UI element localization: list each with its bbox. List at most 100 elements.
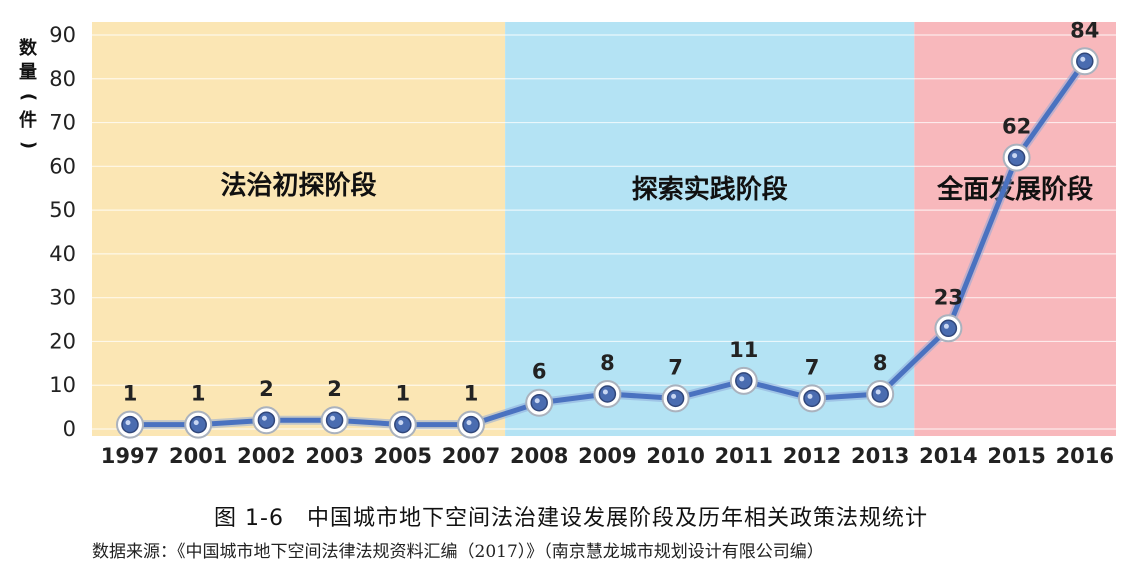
data-point-core [325,411,344,429]
data-point-core [121,415,139,434]
data-point-core [598,385,617,403]
data-label: 1 [464,382,479,406]
data-point [1002,143,1031,172]
data-point-core [394,415,412,434]
y-tick-label: 20 [49,329,76,353]
x-tick-label: 2015 [987,444,1045,468]
data-point-highlight [398,420,404,426]
y-tick-label: 70 [49,111,76,135]
data-label: 1 [123,382,138,406]
y-tick-label: 0 [63,417,76,441]
data-point-highlight [466,420,472,426]
x-tick-label: 2007 [442,444,500,468]
x-tick-label: 2011 [715,444,773,468]
y-tick-label: 60 [49,154,76,178]
data-label: 6 [532,360,547,384]
x-tick-label: 1997 [101,444,159,468]
y-axis-label: 数量 ( 件) [18,37,39,149]
phase-band [914,22,1116,436]
line-chart: 0 10 20 30 40 50 60 70 80 90 数量 (件) 法治初探阶段 探索实践阶段 全面… [18,18,1116,468]
data-source-note: 数据来源：《中国城市地下空间法律法规资料汇编（2017）》（南京慧龙城市规划设计… [92,542,824,562]
data-point-highlight [1012,153,1018,159]
x-tick-label: 2009 [578,444,636,468]
x-tick-label: 2003 [305,444,363,468]
y-tick-label: 40 [49,242,76,266]
data-label: 11 [729,338,758,362]
data-point [320,406,349,435]
x-tick-label: 2014 [919,444,977,468]
data-point-highlight [943,323,949,329]
data-point-core [735,372,753,390]
data-point-highlight [671,393,677,399]
data-point-highlight [807,393,813,399]
data-point [934,314,963,343]
data-point-core [462,415,480,434]
y-tick-label: 90 [49,23,76,47]
data-point [661,384,690,413]
y-axis-label-char: ) [18,141,39,149]
data-point-highlight [602,389,608,395]
data-point-core [257,411,276,429]
phase-band [505,22,915,436]
x-tick-label: 2013 [851,444,909,468]
data-label: 1 [395,382,410,406]
x-tick-label: 2002 [237,444,295,468]
data-label: 7 [668,355,683,379]
data-point-highlight [261,415,267,421]
data-point-highlight [1080,56,1086,62]
data-point-highlight [534,398,540,404]
data-point [866,379,895,408]
y-tick-label: 50 [49,198,76,222]
phase-label: 法治初探阶段 [221,170,377,201]
data-label: 8 [600,351,615,375]
data-point-highlight [875,389,881,395]
data-point-core [1076,52,1094,71]
data-label: 7 [805,355,820,379]
x-tick-label: 2001 [169,444,227,468]
y-tick-label: 80 [49,67,76,91]
data-label: 2 [259,377,274,401]
y-axis-label-char: 件 [19,109,37,131]
data-point [525,388,554,417]
data-point [116,410,144,439]
phase-bands [92,22,1116,436]
data-label: 84 [1070,18,1099,42]
data-point [457,410,485,439]
phase-labels: 法治初探阶段 探索实践阶段 全面发展阶段 [221,170,1094,205]
y-axis-label-char: 数 [19,37,38,59]
x-tick-label: 2005 [374,444,432,468]
data-label: 8 [873,351,888,375]
data-point [593,379,622,408]
data-point-highlight [125,420,131,426]
phase-band [92,22,506,436]
y-axis-label-char: 量 [19,61,37,83]
grid-lines [92,34,1116,430]
data-label: 1 [191,382,206,406]
data-point-core [871,385,889,403]
y-tick-label: 10 [49,373,76,397]
figure-caption: 图 1-6 中国城市地下空间法治建设发展阶段及历年相关政策法规统计 [214,506,928,531]
data-point-core [530,393,548,412]
x-tick-label: 2010 [646,444,704,468]
data-point [729,366,758,395]
data-point [388,410,417,439]
data-point-core [939,319,958,338]
y-axis: 0 10 20 30 40 50 60 70 80 90 [49,23,76,441]
phase-label: 探索实践阶段 [632,174,788,205]
x-tick-label: 2016 [1056,444,1114,468]
data-label: 2 [327,377,342,401]
data-label: 23 [934,285,963,309]
data-label: 62 [1002,115,1031,139]
data-point-core [1007,148,1026,167]
y-tick-label: 30 [49,286,76,310]
data-point [1070,47,1099,76]
y-axis-label-char: ( [18,93,39,101]
data-point-core [189,415,207,434]
x-tick-label: 2008 [510,444,568,468]
data-point [798,384,826,413]
data-point-core [666,389,685,408]
data-points [116,47,1099,439]
x-axis: 1997 2001 2002 2003 2005 2007 2008 2009 2010 2011… [101,444,1114,468]
data-point-core [803,389,821,408]
